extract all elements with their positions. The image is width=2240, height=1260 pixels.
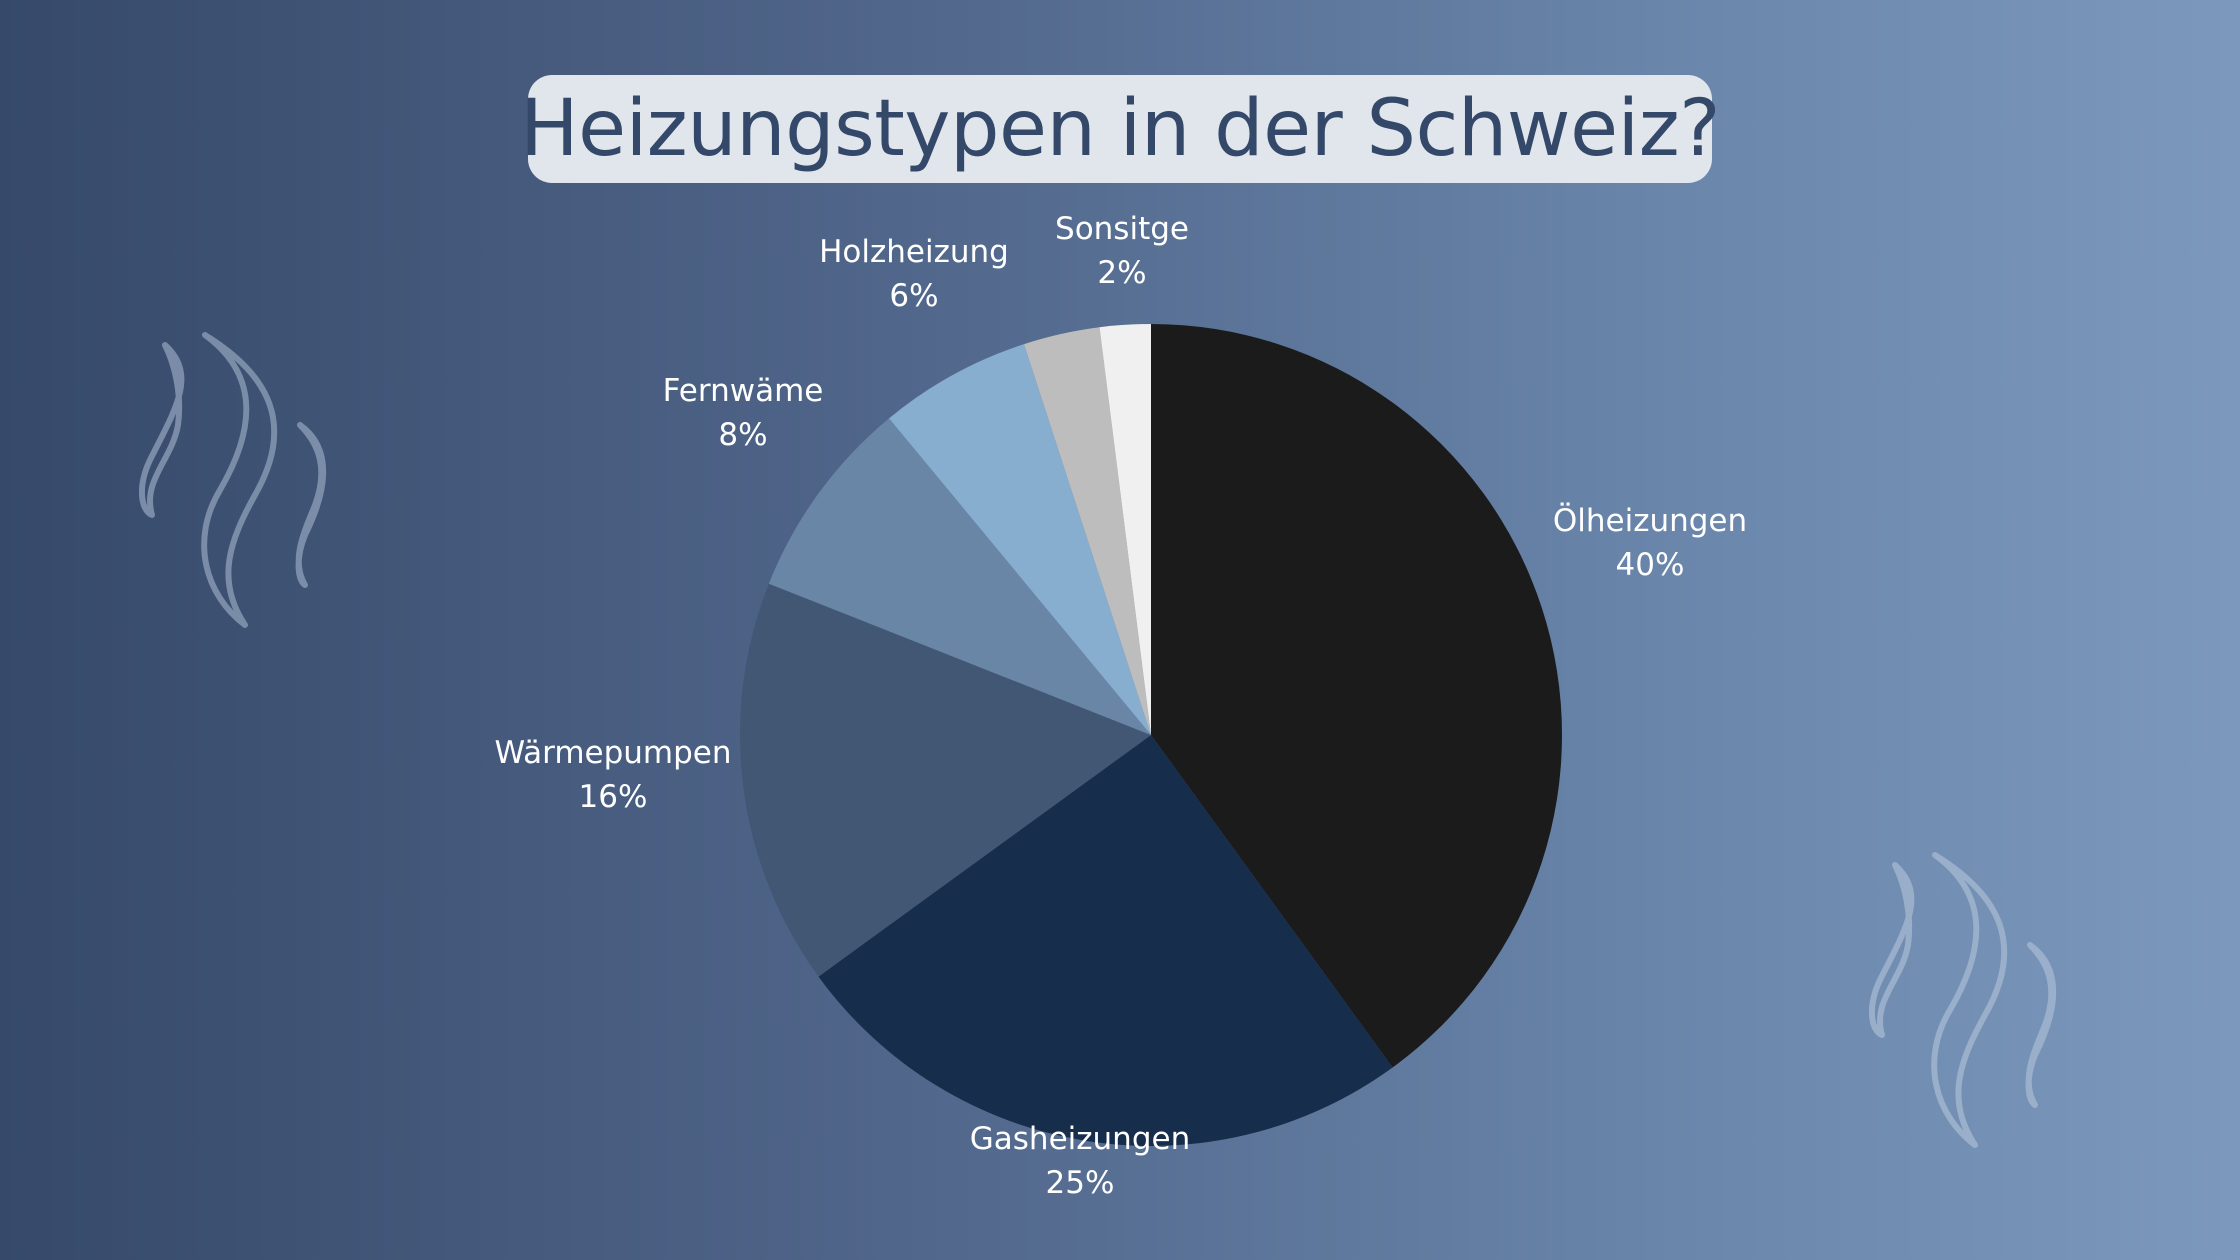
pie-slice-holzheizung xyxy=(889,344,1151,735)
pie-slice-waermepumpen xyxy=(740,583,1151,977)
title-box: Heizungstypen in der Schweiz? xyxy=(520,75,1721,183)
chart-title: Heizungstypen in der Schweiz? xyxy=(519,84,1721,174)
pie-slice-slice-5 xyxy=(1023,327,1151,735)
pie-slice-fernwaeme xyxy=(768,418,1151,735)
slice-value-sonsitge: 2% xyxy=(1097,255,1147,291)
slice-label-oelheizungen: Ölheizungen xyxy=(1552,503,1748,539)
slice-value-holzheizung: 6% xyxy=(889,278,939,314)
slice-label-gasheizungen: Gasheizungen xyxy=(969,1121,1191,1157)
steam-icon-left xyxy=(138,332,327,628)
pie-slice-sonsitge xyxy=(1099,324,1151,735)
slice-label-sonsitge: Sonsitge xyxy=(1055,211,1189,247)
slice-label-holzheizung: Holzheizung xyxy=(819,234,1009,270)
pie-slice-gasheizungen xyxy=(818,735,1393,1146)
slice-label-fernwaeme: Fernwäme xyxy=(662,373,824,409)
slice-value-fernwaeme: 8% xyxy=(718,417,768,453)
slice-value-gasheizungen: 25% xyxy=(1045,1165,1115,1201)
slice-label-waermepumpen: Wärmepumpen xyxy=(494,735,732,771)
steam-icon-right xyxy=(1868,852,2057,1148)
pie-slice-oelheizungen xyxy=(1151,324,1562,1068)
slice-value-oelheizungen: 40% xyxy=(1615,547,1685,583)
slice-value-waermepumpen: 16% xyxy=(578,779,648,815)
